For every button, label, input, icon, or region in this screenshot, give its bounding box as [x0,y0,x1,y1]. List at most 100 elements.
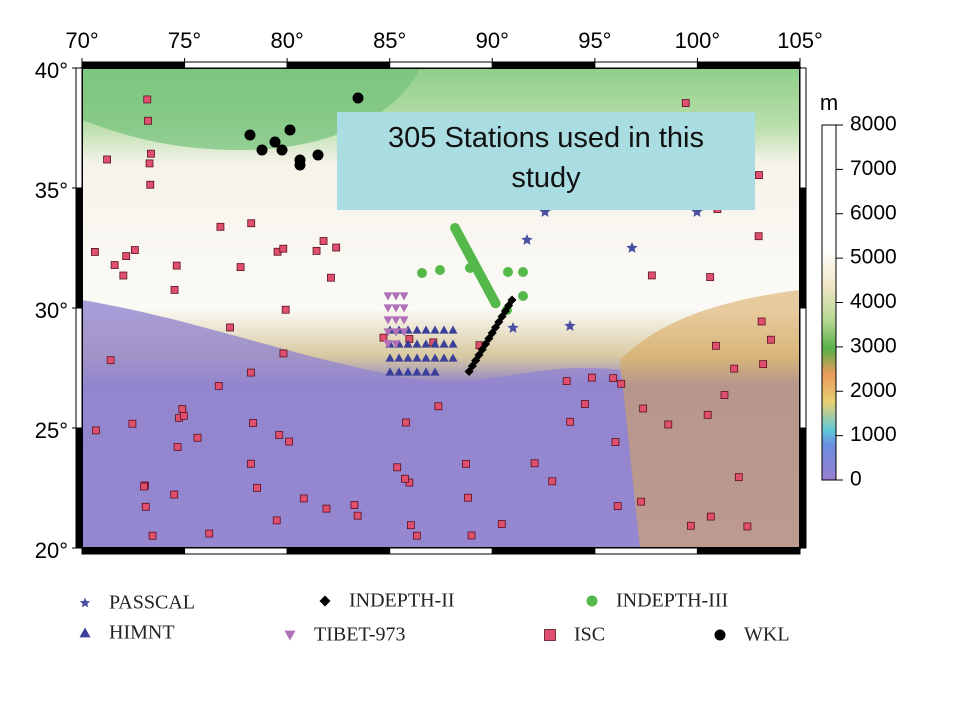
indepth3-station [465,263,475,273]
isc-station [91,248,99,256]
himnt-station [403,353,413,362]
isc-station [617,379,626,388]
isc-station [530,459,539,468]
isc-station [759,360,768,369]
himnt-station [439,353,449,362]
isc-station [755,171,763,180]
legend-label: WKL [744,624,790,646]
legend-symbol [586,595,598,607]
frame-bar [286,61,391,69]
isc-station [686,521,695,530]
legend-label: HIMNT [109,622,175,644]
isc-station [611,438,620,446]
isc-station [405,335,414,343]
legend-label: INDEPTH-II [349,590,455,612]
himnt-station [412,339,422,348]
isc-station [464,493,472,502]
isc-station [393,463,402,472]
isc-station [140,482,148,491]
highland-east [620,290,800,548]
isc-station [379,333,388,342]
isc-station [402,418,410,427]
isc-station [103,155,111,164]
frame-bar [389,547,493,555]
legend-symbol [79,597,91,608]
himnt-station [421,339,431,348]
frame-bar [696,547,801,555]
frame-bar [75,67,83,189]
lon-label: 90° [476,28,509,53]
himnt-station [448,325,458,334]
frame-bar [491,61,596,69]
wkl-station [352,92,364,104]
lon-label: 75° [168,28,201,53]
tibet973-station [399,328,409,337]
isc-station [319,237,328,245]
frame-bar [799,427,807,549]
isc-station [720,391,729,399]
frame-bar [184,61,288,69]
passcal-station [507,322,519,333]
isc-station [122,252,131,260]
frame-bar [799,67,807,189]
isc-station [246,459,255,468]
isc-station [743,522,752,531]
tibet973-station [399,316,409,325]
isc-station [146,180,155,189]
passcal-station [539,206,551,217]
legend-label: INDEPTH-III [616,590,728,612]
legend-label: TIBET-973 [314,624,405,646]
isc-station [147,149,155,158]
indepth3-station [503,267,513,277]
isc-station [299,494,308,503]
isc-station [757,317,766,326]
himnt-station [394,353,404,362]
indepth3-station [490,298,501,309]
isc-station [312,246,321,255]
isc-station [281,305,290,314]
himnt-station [412,353,422,362]
tibet973-station [383,292,393,301]
isc-station [253,483,261,492]
isc-station [193,433,202,442]
himnt-station [421,367,431,376]
legend-label: PASSCAL [109,592,195,614]
isc-station [647,271,656,280]
frame-bar [286,547,391,555]
isc-station [214,382,223,390]
isc-station [110,261,119,269]
frame-bar [799,307,807,429]
tibet973-station [391,316,401,325]
isc-station [664,420,673,429]
wkl-station [269,136,281,148]
lon-label: 85° [373,28,406,53]
himnt-station [385,367,395,376]
isc-station [587,373,596,382]
lowland [82,300,640,548]
isc-station [275,431,284,439]
frame-bar [799,187,807,309]
isc-station [178,405,187,413]
isc-station [434,402,443,411]
tarim-basin [82,68,420,150]
isc-station [706,512,715,521]
isc-station [279,244,288,253]
isc-station [130,246,139,254]
himnt-station [421,353,431,362]
isc-station [353,511,362,520]
isc-station [609,374,618,383]
himnt-station [448,339,458,348]
frame-bar [696,61,801,69]
colorbar-label: 1000 [850,423,897,446]
himnt-station [385,353,395,362]
indepth3-station [435,265,445,275]
callout: 305 Stations used in this study [337,112,755,210]
tibet973-station [383,328,393,337]
tibet973-station [391,304,401,313]
isc-station [562,377,571,386]
lat-label: 20° [35,538,68,563]
lat-label: 30° [35,298,68,323]
indepth3-station [518,291,528,301]
isc-station [205,529,214,538]
